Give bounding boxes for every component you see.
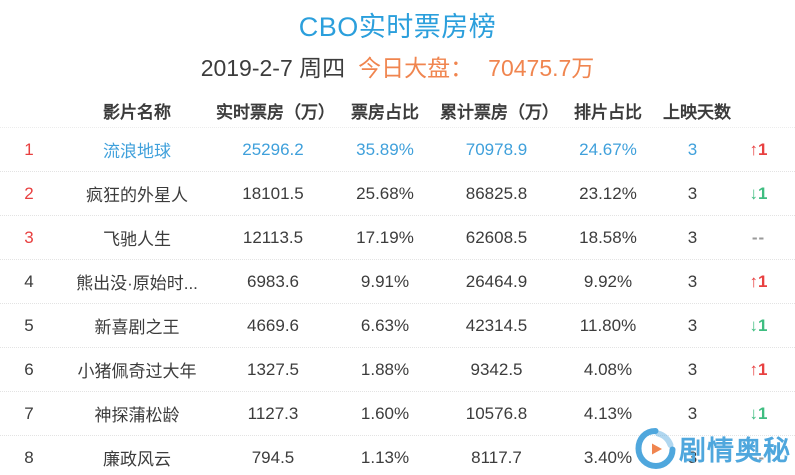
- date-line: 2019-2-7 周四 今日大盘： 70475.7万: [0, 54, 795, 82]
- watermark-text: 剧情奥秘: [679, 436, 791, 466]
- movie-name[interactable]: 小猪佩奇过大年: [77, 362, 197, 381]
- table-row[interactable]: 2 疯狂的外星人 18101.5 25.68% 86825.8 23.12% 3…: [0, 172, 795, 216]
- screening-share-value: 23.12%: [579, 183, 637, 203]
- screening-share-value: 4.08%: [583, 359, 633, 379]
- table-header-row: 影片名称 实时票房（万） 票房占比 累计票房（万） 排片占比 上映天数: [0, 94, 795, 128]
- market-total-value: 70475.7万: [488, 55, 595, 81]
- realtime-boxoffice-value: 1127.3: [247, 403, 299, 423]
- days-released-value: 3: [687, 271, 698, 291]
- col-header-realtime-boxoffice: 实时票房（万）: [216, 103, 335, 122]
- days-released-value: 3: [687, 139, 698, 159]
- rank-trend-icon: ↓1: [749, 315, 768, 335]
- cumulative-boxoffice-value: 42314.5: [465, 315, 528, 335]
- cumulative-boxoffice-value: 26464.9: [465, 271, 528, 291]
- rank-trend-icon: ↓1: [749, 403, 768, 423]
- rank-trend-icon: ↑1: [749, 139, 768, 159]
- realtime-boxoffice-value: 4669.6: [247, 315, 299, 335]
- realtime-boxoffice-value: 12113.5: [242, 227, 304, 247]
- cumulative-boxoffice-value: 10576.8: [465, 403, 528, 423]
- boxoffice-share-value: 9.91%: [360, 271, 410, 291]
- table-row[interactable]: 4 熊出没·原始时... 6983.6 9.91% 26464.9 9.92% …: [0, 260, 795, 304]
- days-released-value: 3: [687, 359, 698, 379]
- table-row[interactable]: 1 流浪地球 25296.2 35.89% 70978.9 24.67% 3 ↑…: [0, 128, 795, 172]
- screening-share-value: 11.80%: [579, 315, 637, 335]
- movie-name[interactable]: 神探蒲松龄: [94, 406, 180, 425]
- cumulative-boxoffice-value: 70978.9: [465, 139, 528, 159]
- rank-number: 6: [24, 359, 34, 379]
- table-row[interactable]: 3 飞驰人生 12113.5 17.19% 62608.5 18.58% 3 -…: [0, 216, 795, 260]
- realtime-boxoffice-value: 794.5: [251, 447, 295, 467]
- movie-name[interactable]: 流浪地球: [103, 142, 171, 161]
- days-released-value: 3: [687, 447, 698, 467]
- rank-number: 2: [24, 183, 34, 203]
- rank-trend-icon: --: [751, 447, 766, 467]
- screening-share-value: 4.13%: [583, 403, 633, 423]
- watermark: 剧情奥秘: [635, 428, 791, 474]
- table-row[interactable]: 7 神探蒲松龄 1127.3 1.60% 10576.8 4.13% 3 ↓1: [0, 392, 795, 436]
- movie-name[interactable]: 新喜剧之王: [94, 318, 180, 337]
- watermark-swirl-icon: [635, 428, 676, 474]
- rank-number: 4: [24, 271, 34, 291]
- col-header-days-released: 上映天数: [663, 103, 731, 122]
- rank-number: 8: [24, 447, 34, 467]
- cumulative-boxoffice-value: 8117.7: [471, 447, 522, 467]
- rank-trend-icon: ↑1: [749, 359, 768, 379]
- rank-number: 5: [24, 315, 34, 335]
- boxoffice-share-value: 1.60%: [360, 403, 410, 423]
- boxoffice-share-value: 17.19%: [356, 227, 414, 247]
- table-row[interactable]: 8 廉政风云 794.5 1.13% 8117.7 3.40% 3 --: [0, 436, 795, 475]
- cumulative-boxoffice-value: 62608.5: [465, 227, 528, 247]
- days-released-value: 3: [687, 183, 698, 203]
- rank-trend-icon: ↓1: [749, 183, 768, 203]
- realtime-boxoffice-value: 25296.2: [242, 139, 304, 159]
- boxoffice-share-value: 1.13%: [360, 447, 410, 467]
- movie-name[interactable]: 廉政风云: [103, 450, 171, 469]
- date-text: 2019-2-7 周四: [200, 55, 346, 81]
- screening-share-value: 24.67%: [579, 139, 637, 159]
- boxoffice-share-value: 1.88%: [360, 359, 410, 379]
- movie-name[interactable]: 疯狂的外星人: [86, 186, 188, 205]
- col-header-cumulative-boxoffice: 累计票房（万）: [440, 103, 559, 122]
- screening-share-value: 3.40%: [583, 447, 633, 467]
- table-body: 1 流浪地球 25296.2 35.89% 70978.9 24.67% 3 ↑…: [0, 128, 795, 475]
- movie-name[interactable]: 熊出没·原始时...: [76, 274, 198, 293]
- col-header-boxoffice-share: 票房占比: [351, 103, 419, 122]
- boxoffice-share-value: 25.68%: [356, 183, 414, 203]
- col-header-movie-name: 影片名称: [103, 103, 171, 122]
- realtime-boxoffice-value: 18101.5: [242, 183, 304, 203]
- cumulative-boxoffice-value: 86825.8: [465, 183, 528, 203]
- screening-share-value: 9.92%: [583, 271, 633, 291]
- realtime-boxoffice-value: 1327.5: [247, 359, 299, 379]
- movie-name[interactable]: 飞驰人生: [103, 230, 171, 249]
- boxoffice-share-value: 35.89%: [356, 139, 414, 159]
- days-released-value: 3: [687, 403, 698, 423]
- realtime-boxoffice-value: 6983.6: [247, 271, 299, 291]
- table-row[interactable]: 6 小猪佩奇过大年 1327.5 1.88% 9342.5 4.08% 3 ↑1: [0, 348, 795, 392]
- rank-number: 1: [24, 139, 34, 159]
- rank-number: 3: [24, 227, 34, 247]
- rank-trend-icon: --: [751, 227, 766, 247]
- cumulative-boxoffice-value: 9342.5: [470, 359, 523, 379]
- boxoffice-share-value: 6.63%: [360, 315, 410, 335]
- page-title: CBO实时票房榜: [298, 12, 497, 42]
- days-released-value: 3: [687, 227, 698, 247]
- table-row[interactable]: 5 新喜剧之王 4669.6 6.63% 42314.5 11.80% 3 ↓1: [0, 304, 795, 348]
- rank-trend-icon: ↑1: [749, 271, 768, 291]
- market-total-label: 今日大盘：: [358, 55, 474, 81]
- days-released-value: 3: [687, 315, 698, 335]
- rank-number: 7: [24, 403, 34, 423]
- screening-share-value: 18.58%: [579, 227, 637, 247]
- col-header-screening-share: 排片占比: [574, 103, 642, 122]
